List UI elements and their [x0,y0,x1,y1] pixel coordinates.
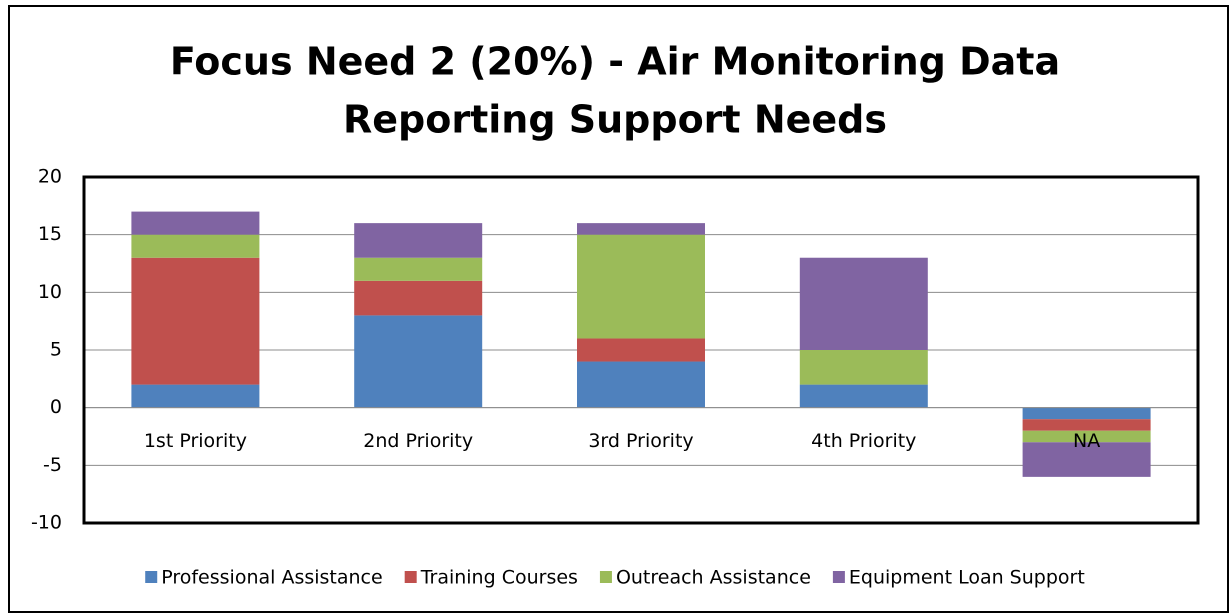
bar-segment [577,223,705,235]
bar-segment [577,361,705,408]
y-tick-label: 20 [38,166,62,188]
x-tick-label: 4th Priority [811,430,916,452]
bar-segment [131,384,260,408]
bar-segment [354,315,483,408]
bar-segment [799,384,928,408]
y-tick-label: -5 [43,454,62,476]
legend-label: Outreach Assistance [616,567,811,589]
bar-segment [1022,430,1151,443]
legend-label: Training Courses [420,567,578,589]
bar-segment [354,280,483,316]
chart-border [8,5,1229,613]
chart-title: Reporting Support Needs [343,98,887,142]
x-tick-label: NA [1073,430,1100,452]
plot-border [82,175,1200,525]
bar-segment [354,257,483,281]
x-tick-label: 3rd Priority [588,430,693,452]
bar-segment [577,234,705,339]
bar-segment [577,338,705,362]
legend-swatch [599,571,612,583]
bar-segment [131,257,260,385]
legend-label: Professional Assistance [161,567,382,589]
legend-swatch [404,571,417,583]
bar-segment [354,223,483,258]
y-tick-label: 15 [38,223,62,245]
bar-segment [1022,419,1151,431]
x-tick-label: 1st Priority [144,430,247,452]
chart-title: Focus Need 2 (20%) - Air Monitoring Data [170,40,1060,84]
y-tick-label: 5 [50,339,62,361]
x-tick-label: 2nd Priority [363,430,473,452]
bar-segment [1022,407,1151,420]
legend-swatch [832,571,845,583]
bar-segment [131,234,260,258]
bar-segment [1022,442,1151,477]
legend-swatch [145,571,158,583]
bar-segment [799,257,928,350]
bar-segment [131,211,260,235]
y-tick-label: 10 [38,281,62,303]
y-tick-label: -10 [31,512,62,534]
bar-segment [799,350,928,385]
y-tick-label: 0 [50,396,62,418]
legend-label: Equipment Loan Support [849,567,1085,589]
